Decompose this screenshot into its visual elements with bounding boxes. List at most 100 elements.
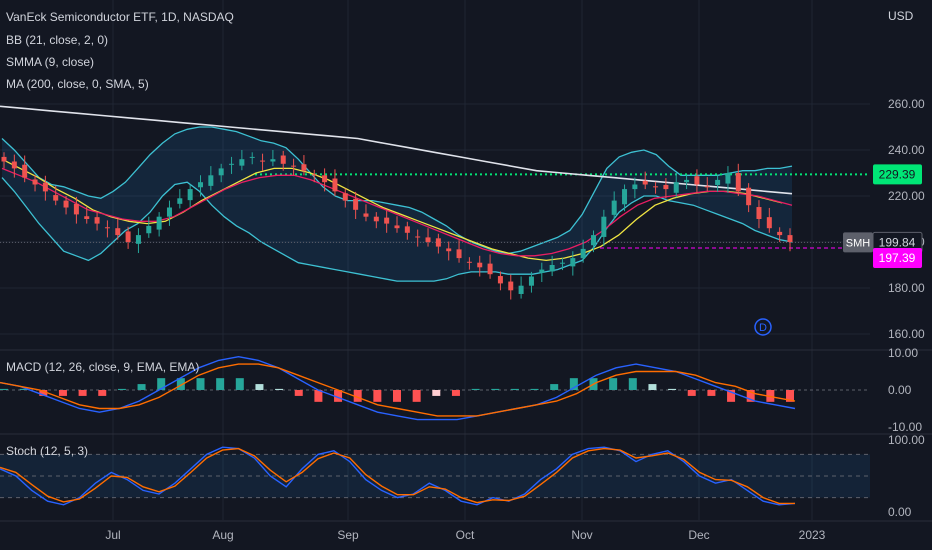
bb-legend-label[interactable]: BB (21, close, 2, 0) (6, 33, 109, 47)
price-tick-label: 180.00 (888, 281, 925, 295)
macd-histogram-bar (373, 390, 382, 402)
candle (508, 281, 514, 291)
candle (704, 186, 710, 188)
candle (187, 189, 193, 201)
candle (342, 193, 348, 201)
candle (239, 159, 245, 166)
candle (622, 189, 628, 205)
bb-basis-line (1, 158, 783, 262)
macd-histogram-bar (78, 390, 87, 396)
stoch-legend-label[interactable]: Stoch (12, 5, 3) (6, 444, 89, 458)
candle (63, 200, 69, 208)
dividend-marker-label: D (759, 322, 767, 334)
candle (746, 187, 752, 206)
candle (425, 237, 431, 242)
candle (528, 276, 534, 286)
candle (73, 203, 79, 215)
macd-histogram-bar (294, 390, 303, 396)
smma-legend: SMMA (9, close) (6, 55, 94, 69)
symbol-title: VanEck Semiconductor ETF, 1D, NASDAQ (6, 10, 234, 24)
candle (653, 186, 659, 188)
time-label-dec: Dec (688, 528, 709, 542)
macd-histogram-bar (648, 384, 657, 390)
macd-histogram-bar (196, 378, 205, 390)
candle (11, 161, 17, 169)
ma200-line (0, 105, 793, 195)
macd-histogram-bar (216, 378, 225, 390)
macd-legend: MACD (12, 26, close, 9, EMA, EMA) (6, 360, 199, 374)
time-label-2023: 2023 (799, 528, 826, 542)
stoch-pane[interactable] (0, 446, 870, 506)
macd-histogram-bar (255, 384, 264, 390)
candle (591, 235, 596, 246)
macd-tick-label: -10.00 (888, 420, 922, 434)
candle (404, 226, 410, 233)
candle (384, 217, 390, 224)
macd-histogram-bar (98, 390, 107, 396)
candle (787, 235, 793, 242)
macd-histogram-bar (707, 390, 716, 396)
candle (166, 207, 172, 217)
macd-histogram-bar (530, 388, 539, 390)
candle (53, 195, 59, 201)
currency-label: USD (888, 9, 914, 23)
macd-histogram-bar (510, 388, 519, 390)
macd-legend-label[interactable]: MACD (12, 26, close, 9, EMA, EMA) (6, 360, 200, 374)
candle (756, 207, 762, 219)
marker-price-tag (873, 248, 922, 269)
macd-signal-line (0, 363, 796, 417)
candle (208, 175, 214, 186)
candle (42, 182, 48, 192)
candle (280, 155, 286, 164)
macd-histogram-bar (628, 378, 637, 390)
price-pane[interactable]: D (0, 105, 870, 336)
marker-price-text: 197.39 (879, 251, 916, 265)
smma-line (1, 167, 793, 257)
candle (435, 238, 441, 247)
stoch-tick-label: 0.00 (888, 505, 912, 519)
candle (559, 262, 565, 264)
symbol-title-text[interactable]: VanEck Semiconductor ETF, 1D, NASDAQ (6, 10, 234, 24)
macd-histogram-bar (353, 390, 362, 402)
macd-histogram-bar (471, 388, 480, 390)
macd-histogram-bar (668, 388, 677, 390)
macd-histogram-bar (687, 390, 696, 396)
candle (477, 262, 483, 268)
candle (84, 216, 90, 219)
candle (301, 164, 307, 171)
ma-legend-label[interactable]: MA (200, close, 0, SMA, 5) (6, 77, 149, 91)
candle (146, 225, 152, 234)
ma-legend: MA (200, close, 0, SMA, 5) (6, 77, 149, 91)
macd-histogram-bar (550, 384, 559, 390)
candle (611, 200, 617, 215)
macd-histogram-bar (314, 390, 323, 402)
symbol-tag-text: SMH (846, 237, 871, 249)
symbol-tag (843, 232, 873, 253)
last-price-text: 199.84 (879, 235, 916, 249)
price-tick-label: 160.00 (888, 327, 925, 341)
candle (249, 156, 255, 158)
macd-histogram-bar (451, 390, 460, 396)
macd-histogram-bar (58, 390, 67, 396)
smma-legend-label[interactable]: SMMA (9, close) (6, 55, 95, 69)
candle (539, 269, 545, 273)
time-label-sep: Sep (337, 528, 359, 542)
candle (363, 213, 369, 217)
candle (518, 285, 524, 294)
candle (322, 175, 328, 183)
candle (642, 180, 648, 185)
candle (456, 249, 462, 259)
candle (260, 160, 266, 162)
stoch-d-line (0, 447, 795, 505)
candle (549, 265, 555, 272)
macd-pane[interactable] (0, 355, 870, 421)
candle (497, 276, 503, 284)
macd-line (0, 355, 796, 421)
bollinger-upper-line (1, 126, 793, 255)
candle (94, 217, 100, 224)
candle (632, 184, 638, 190)
candle (218, 168, 224, 176)
macd-tick-label: 0.00 (888, 383, 912, 397)
